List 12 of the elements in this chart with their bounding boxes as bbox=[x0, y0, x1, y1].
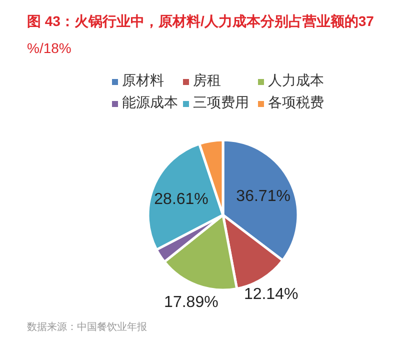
data-label: 36.71% bbox=[236, 188, 290, 206]
data-label: 12.14% bbox=[244, 286, 298, 303]
legend-label: 能源成本 bbox=[122, 94, 178, 110]
data-label: 28.61% bbox=[154, 191, 208, 208]
chart-title: 图 43：火锅行业中，原材料/人力成本分别占营业额的37%/18% bbox=[27, 13, 374, 56]
legend-label: 三项费用 bbox=[193, 94, 249, 110]
legend-label: 房租 bbox=[193, 72, 221, 88]
legend-label: 人力成本 bbox=[268, 72, 324, 88]
data-label: 17.89% bbox=[164, 294, 218, 311]
source-note: 数据来源：中国餐饮业年报 bbox=[27, 321, 147, 333]
legend-label: 各项税费 bbox=[268, 94, 324, 110]
legend-label: 原材料 bbox=[122, 72, 164, 88]
